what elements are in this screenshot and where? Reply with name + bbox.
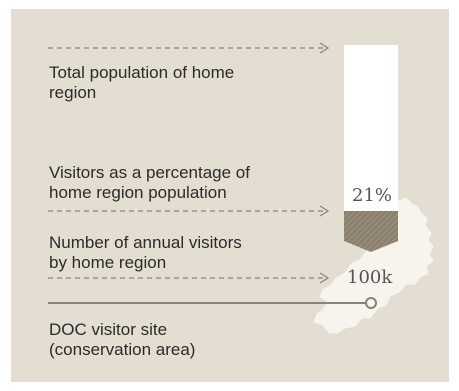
site-label-1: DOC visitor site — [49, 320, 168, 339]
site-marker — [365, 297, 377, 309]
total-population-label-2: region — [49, 83, 97, 102]
percentage-value: 21% — [352, 185, 393, 206]
home-region-shape — [313, 195, 434, 334]
visitors-label-1: Number of annual visitors — [49, 233, 242, 252]
total-population-label-1: Total population of home — [49, 63, 235, 82]
visitors-value: 100k — [347, 267, 393, 288]
percentage-label-1: Visitors as a percentage of — [49, 163, 250, 182]
visitors-share-bar — [344, 211, 398, 252]
site-label-2: (conservation area) — [49, 340, 196, 359]
leader-lines — [48, 42, 330, 284]
population-bar — [344, 45, 398, 211]
visitors-label-2: by home region — [49, 253, 167, 272]
percentage-label-2: home region population — [49, 183, 227, 202]
